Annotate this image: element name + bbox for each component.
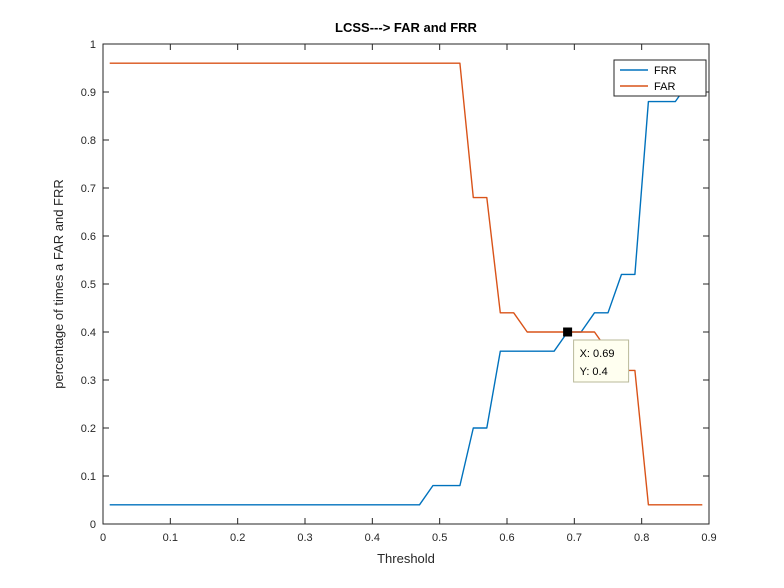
x-tick-label: 0.9 <box>701 532 716 544</box>
x-tick-label: 0.6 <box>499 532 514 544</box>
x-tick-label: 0 <box>100 532 106 544</box>
y-tick-label: 1 <box>90 39 96 51</box>
y-tick-label: 0.3 <box>81 375 96 387</box>
y-tick-label: 0.6 <box>81 231 96 243</box>
y-tick-label: 0.2 <box>81 423 96 435</box>
chart-title: LCSS---> FAR and FRR <box>335 20 478 35</box>
x-tick-label: 0.4 <box>365 532 380 544</box>
x-tick-label: 0.7 <box>567 532 582 544</box>
legend-label-far: FAR <box>654 81 675 93</box>
y-tick-label: 0.7 <box>81 183 96 195</box>
plot-area <box>103 44 709 524</box>
legend-box <box>613 59 707 97</box>
datatip-y-text: Y: 0.4 <box>580 366 608 378</box>
y-tick-label: 0.5 <box>81 279 96 291</box>
x-tick-label: 0.1 <box>163 532 178 544</box>
legend[interactable]: FRR FAR <box>613 59 707 97</box>
y-tick-label: 0 <box>90 519 96 531</box>
datatip-marker[interactable] <box>563 327 573 337</box>
y-axis-label: percentage of times a FAR and FRR <box>51 179 66 389</box>
axes-layer: 0 0.1 0.2 0.3 0.4 0.5 0.6 0.7 0.8 0.9 0 0.1 0.2 0.3 0.… <box>81 39 717 544</box>
y-tick-label: 0.9 <box>81 87 96 99</box>
x-tick-label: 0.3 <box>297 532 312 544</box>
x-tick-label: 0.2 <box>230 532 245 544</box>
datatip[interactable]: X: 0.69 Y: 0.4 <box>563 327 630 383</box>
y-tick-label: 0.8 <box>81 135 96 147</box>
series-layer <box>109 62 703 506</box>
x-axis-label: Threshold <box>377 551 435 566</box>
x-tick-label: 0.5 <box>432 532 447 544</box>
y-tick-label: 0.4 <box>81 327 96 339</box>
datatip-box <box>573 339 630 383</box>
series-line-far <box>109 62 703 506</box>
x-tick-label: 0.8 <box>634 532 649 544</box>
y-tick-label: 0.1 <box>81 471 96 483</box>
datatip-x-text: X: 0.69 <box>580 348 615 360</box>
legend-label-frr: FRR <box>654 65 677 77</box>
